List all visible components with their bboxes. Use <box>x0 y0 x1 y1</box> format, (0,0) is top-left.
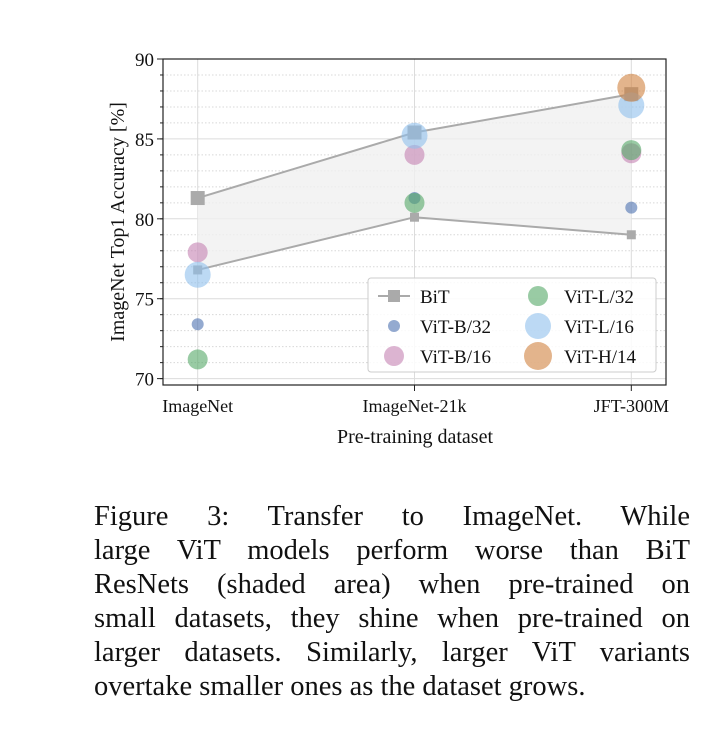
point-vit-l-16 <box>184 261 211 288</box>
x-tick-label: ImageNet-21k <box>363 396 467 416</box>
y-tick-label: 75 <box>135 290 154 311</box>
x-tick-label: JFT-300M <box>594 396 669 416</box>
point-vit-l-32 <box>621 140 642 161</box>
figure-caption: Figure 3: Transfer to ImageNet. While la… <box>94 500 690 704</box>
point-vit-b-32 <box>191 318 204 331</box>
point-vit-h-14 <box>617 73 646 102</box>
caption-line: small datasets, they shine when pre-trai… <box>94 603 690 634</box>
caption-line: larger datasets. Similarly, larger ViT v… <box>94 637 690 668</box>
legend-label: ViT-H/14 <box>564 347 637 368</box>
legend-marker <box>388 320 400 332</box>
point-vit-l-32 <box>404 192 425 213</box>
point-vit-l-32 <box>187 349 208 370</box>
legend-marker <box>528 286 548 306</box>
y-tick-label: 80 <box>135 210 154 231</box>
y-tick-label: 70 <box>135 370 154 391</box>
legend-marker <box>525 313 551 339</box>
x-tick-label: ImageNet <box>162 396 233 416</box>
point-vit-b-16 <box>187 242 208 263</box>
legend-marker <box>524 342 552 370</box>
legend-label: ViT-B/32 <box>420 317 491 338</box>
point-vit-l-16 <box>401 122 428 149</box>
plot-frame <box>162 58 667 386</box>
legend-label: ViT-B/16 <box>420 347 491 368</box>
legend-box <box>367 277 657 373</box>
legend-label: ViT-L/16 <box>564 317 634 338</box>
caption-line: overtake smaller ones as the dataset gro… <box>94 671 586 702</box>
legend-bit-marker <box>388 290 400 302</box>
legend-marker <box>384 346 404 366</box>
point-vit-b-16 <box>404 144 425 165</box>
caption-line: large ViT models perform worse than BiT <box>94 535 690 566</box>
point-vit-b-32 <box>625 201 638 214</box>
y-tick-label: 85 <box>135 130 154 151</box>
y-tick-label: 90 <box>135 50 154 71</box>
chart: 70 75 80 85 90 ImageNet ImageNet-21k JFT-300M Pr… <box>107 50 669 448</box>
caption-line: ResNets (shaded area) when pre-trained o… <box>94 569 690 600</box>
y-axis-label: ImageNet Top1 Accuracy [%] <box>107 102 129 342</box>
x-axis-label: Pre-training dataset <box>337 426 493 448</box>
legend-label: ViT-L/32 <box>564 287 634 308</box>
caption-line: Figure 3: Transfer to ImageNet. While <box>94 501 690 532</box>
bit-marker <box>190 191 205 206</box>
legend: BiT ViT-B/32 ViT-B/16 ViT-L/32 ViT-L/16 ViT-H… <box>367 277 657 373</box>
legend-label: BiT <box>420 287 450 308</box>
bit-marker <box>410 212 419 222</box>
bit-marker <box>626 230 636 240</box>
